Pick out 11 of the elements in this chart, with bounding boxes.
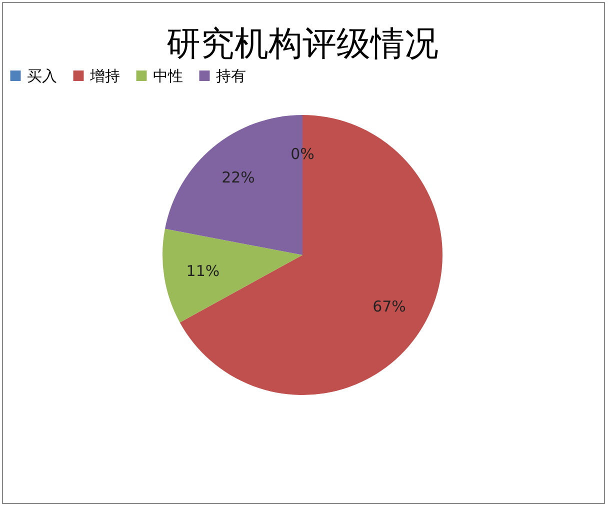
legend-label: 增持 — [89, 66, 120, 85]
legend-label: 持有 — [216, 66, 246, 85]
data-label: 22% — [222, 168, 255, 186]
data-label: 67% — [372, 297, 406, 316]
pie-slice — [180, 115, 442, 395]
text: 0% — [290, 145, 314, 164]
legend-label: 买入 — [27, 66, 57, 85]
pie-slice — [162, 228, 302, 322]
chart-title: 研究机构评级情况 — [166, 24, 438, 64]
legend-label: 中性 — [153, 66, 183, 85]
data-label: 11% — [186, 262, 220, 280]
